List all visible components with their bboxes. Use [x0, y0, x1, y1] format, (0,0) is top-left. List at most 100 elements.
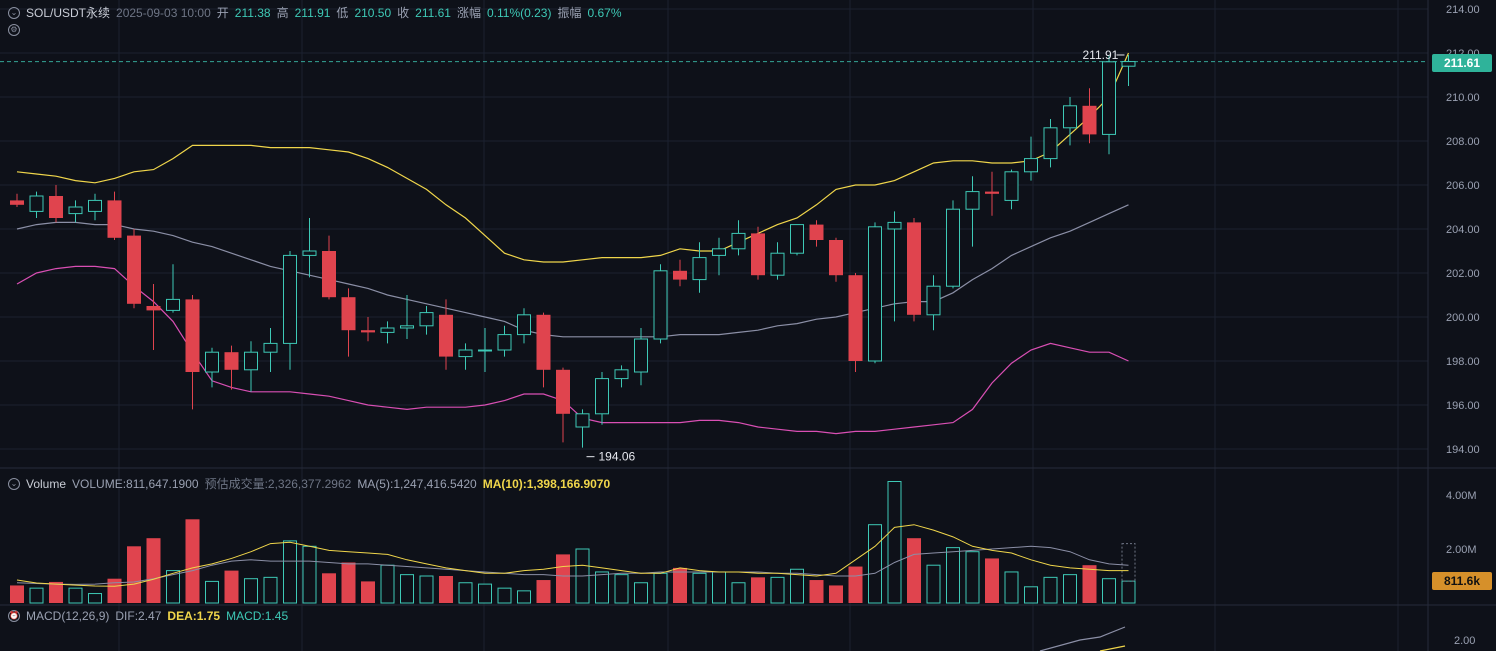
- candle-body: [790, 224, 804, 254]
- candle-body: [809, 224, 824, 240]
- volume-bar: [68, 587, 83, 604]
- candle: [770, 242, 785, 280]
- volume-bar: [419, 575, 434, 604]
- candle: [751, 226, 765, 280]
- candle-body: [1063, 105, 1077, 129]
- candle: [575, 409, 590, 448]
- volume-bar: [926, 564, 941, 604]
- volume-bar: [790, 568, 804, 604]
- volume-bar: [400, 574, 414, 604]
- candle: [848, 273, 863, 372]
- candle: [946, 200, 960, 289]
- low-label: 低: [336, 6, 349, 20]
- volume-bar: [1121, 580, 1136, 604]
- volume-bar: [205, 580, 219, 604]
- volume-bar: [848, 566, 863, 603]
- volume-estimate: 预估成交量:2,326,377.2962: [204, 477, 352, 491]
- candle: [926, 275, 941, 331]
- candle-body: [439, 314, 453, 357]
- close-value: 211.61: [415, 5, 451, 20]
- close-label: 收: [397, 6, 410, 20]
- volume-bar: [107, 578, 122, 603]
- candle-body: [107, 200, 122, 238]
- candle-body: [868, 226, 882, 362]
- candle: [985, 171, 999, 216]
- candle-body: [283, 254, 297, 344]
- candle: [263, 328, 278, 372]
- symbol-name[interactable]: SOL/USDT永续: [26, 6, 111, 20]
- price-tick-label: 210.00: [1446, 92, 1480, 104]
- candle-body: [907, 222, 921, 315]
- volume-bar: [985, 558, 999, 603]
- price-tick-label: 202.00: [1446, 268, 1480, 280]
- candle-body: [263, 342, 278, 353]
- candle: [673, 259, 687, 287]
- candle: [1024, 136, 1038, 181]
- macd-header: ⏰ MACD(12,26,9) DIF:2.47 DEA:1.75 MACD:1…: [8, 609, 288, 623]
- volume-ma5-line: [16, 524, 1129, 587]
- volume-bar: [127, 546, 141, 603]
- price-tick-label: 204.00: [1446, 224, 1480, 236]
- gear-icon[interactable]: ⚙: [8, 24, 20, 36]
- chevron-down-icon[interactable]: ⌄: [8, 477, 20, 490]
- candle: [1043, 119, 1058, 168]
- candle: [419, 306, 434, 335]
- candle: [244, 341, 258, 392]
- volume-bar: [361, 581, 375, 603]
- volume-bar: [907, 538, 921, 603]
- macd-dea-line: [1099, 645, 1126, 651]
- candle: [302, 218, 317, 278]
- candle-body: [185, 299, 200, 372]
- volume-ma10-line: [16, 545, 1129, 585]
- volume-bar: [614, 574, 629, 604]
- amplitude-value: 0.67%: [587, 5, 622, 20]
- volume-ma10: MA(10):1,398,166.9070: [482, 476, 611, 491]
- alarm-icon[interactable]: ⏰: [8, 610, 20, 622]
- candle: [361, 317, 375, 342]
- candle: [692, 242, 707, 293]
- candle: [68, 200, 83, 223]
- candle: [458, 343, 473, 370]
- candle: [1121, 54, 1136, 86]
- candle-body: [205, 351, 219, 373]
- candle: [653, 264, 668, 344]
- candle-body: [712, 248, 726, 256]
- candle: [634, 328, 648, 386]
- volume-bar: [517, 590, 531, 604]
- candle: [341, 288, 356, 357]
- volume-bar: [1082, 565, 1097, 603]
- volume-bar: [731, 582, 746, 604]
- chevron-down-icon[interactable]: ⌄: [8, 6, 20, 19]
- volume-bar: [634, 582, 648, 604]
- candle-datetime: 2025-09-03 10:00: [116, 5, 211, 20]
- candle: [965, 176, 980, 247]
- volume-bar: [868, 524, 882, 604]
- open-label: 开: [216, 6, 229, 20]
- boll-lower-line: [16, 265, 1129, 435]
- candle: [1082, 88, 1097, 144]
- candle: [127, 229, 141, 309]
- candle: [224, 345, 239, 390]
- volume-bar: [380, 564, 395, 604]
- candle-body: [419, 312, 434, 327]
- price-tick-label: 206.00: [1446, 180, 1480, 192]
- candle-body: [244, 351, 258, 371]
- candle-body: [29, 195, 44, 212]
- candle: [887, 211, 902, 322]
- candle-body: [1004, 171, 1019, 201]
- candle-body: [653, 270, 668, 340]
- volume-bar: [10, 585, 24, 603]
- candle-body: [829, 240, 843, 276]
- volume-bar: [185, 519, 200, 603]
- candle-body: [575, 413, 590, 428]
- candle-body: [380, 327, 395, 333]
- candle-body: [49, 196, 63, 218]
- candle: [731, 220, 746, 256]
- change-label: 涨幅: [456, 6, 481, 20]
- volume-bar: [1102, 578, 1116, 604]
- volume-bar: [497, 587, 512, 604]
- high-label: 高: [276, 6, 289, 20]
- candle-body: [634, 338, 648, 373]
